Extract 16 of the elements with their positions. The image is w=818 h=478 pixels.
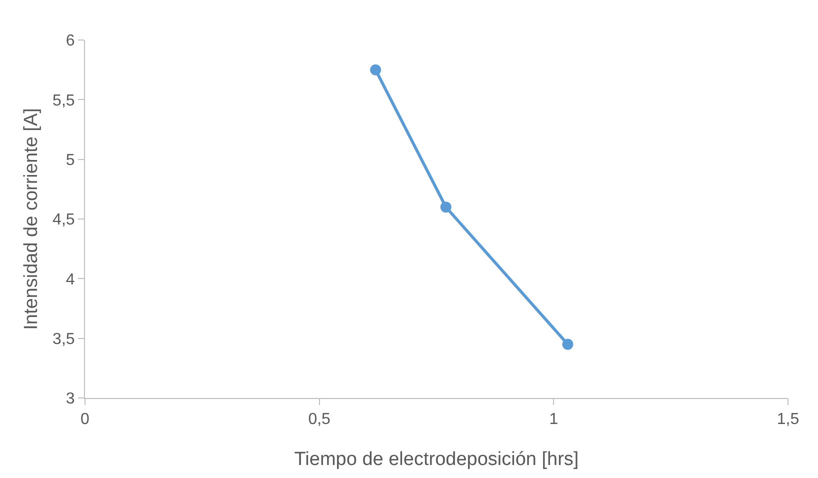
point	[562, 338, 574, 350]
x-tick-label: 0,5	[308, 411, 331, 428]
y-tick-label: 6	[66, 32, 75, 50]
point	[370, 64, 382, 76]
x-axis-title: Tiempo de electrodeposición [hrs]	[294, 449, 579, 470]
point	[440, 202, 452, 213]
y-tick-label: 3,5	[52, 330, 75, 348]
y-tick-label: 5,5	[52, 92, 75, 110]
x-tick-label: 0	[80, 411, 90, 428]
y-tick-label: 4	[66, 271, 75, 288]
x-tick-label: 1,5	[776, 411, 800, 428]
y-tick-label: 5	[66, 152, 75, 169]
y-axis-title: Intensidad de corriente [A]	[21, 108, 42, 330]
y-tick-label: 4,5	[52, 212, 75, 229]
y-tick-label: 3	[66, 390, 75, 408]
x-tick-label: 1	[549, 411, 558, 428]
